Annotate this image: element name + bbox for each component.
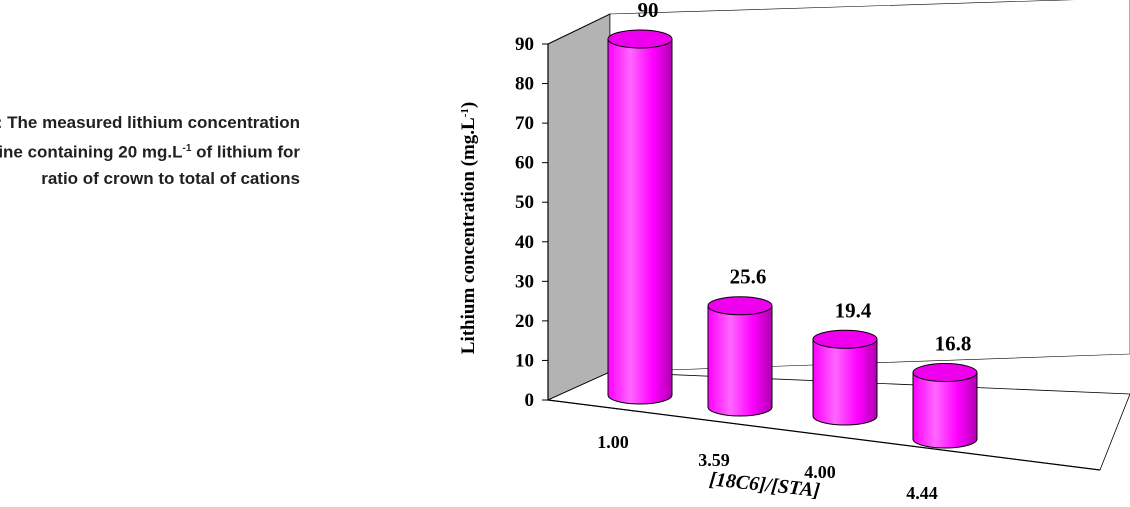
bar-top [707,296,773,316]
y-tick-label: 40 [515,232,534,253]
caption-line-2-text: brine containing 20 mg.L [0,142,183,162]
bar-body [607,38,673,405]
y-tick-label: 50 [515,192,534,213]
x-tick-label: 3.59 [698,450,730,470]
data-label: 16.8 [935,332,972,356]
bar-1.00 [607,29,673,405]
x-tick-label: 4.44 [906,483,938,503]
y-axis-title-main: Lithium concentration (mg.L [458,117,479,354]
x-tick-label: 4.00 [804,462,836,482]
bar-body [912,372,978,449]
bar-top [912,363,978,383]
side-wall [547,13,611,401]
bar-body [812,338,878,426]
data-label: 19.4 [835,298,872,322]
bars [607,29,978,449]
y-axis-title-sup: -1 [459,108,471,117]
caption-line-2-end: of lithium for [191,142,300,162]
x-tick-label: 1.00 [597,432,629,452]
caption-line-2: brine containing 20 mg.L-1 of lithium fo… [0,136,300,166]
y-tick-label: 70 [515,113,534,134]
y-tick-label: 0 [525,390,535,411]
bar-top [812,329,878,349]
data-label: 25.6 [730,265,767,289]
caption-line-1: Fig. 3: The measured lithium concentrati… [0,113,300,132]
bar-4.44 [912,363,978,449]
bar-top [607,29,673,49]
bar-4.00 [812,329,878,426]
y-tick-label: 30 [515,271,534,292]
y-tick-label: 80 [515,74,534,95]
bar-body [707,305,773,417]
data-label: 90 [638,0,659,22]
y-tick-label: 20 [515,311,534,332]
labels: 90 1.00 25.6 3.59 19.4 4.00 16.8 4.44 [597,0,971,503]
bar-3.59 [707,296,773,417]
caption-line-3: ratio of crown to total of cations [41,168,300,188]
caption-line-2-sup: -1 [182,143,192,154]
y-tick-label: 10 [515,350,534,371]
y-tick-label: 60 [515,153,534,174]
x-axis-line [547,399,1101,471]
y-tick-label: 90 [515,34,534,55]
y-axis-title: Lithium concentration (mg.L-1) [458,102,479,354]
figure-caption: Fig. 3: The measured lithium concentrati… [0,110,300,192]
y-axis-title-end: ) [458,102,479,108]
